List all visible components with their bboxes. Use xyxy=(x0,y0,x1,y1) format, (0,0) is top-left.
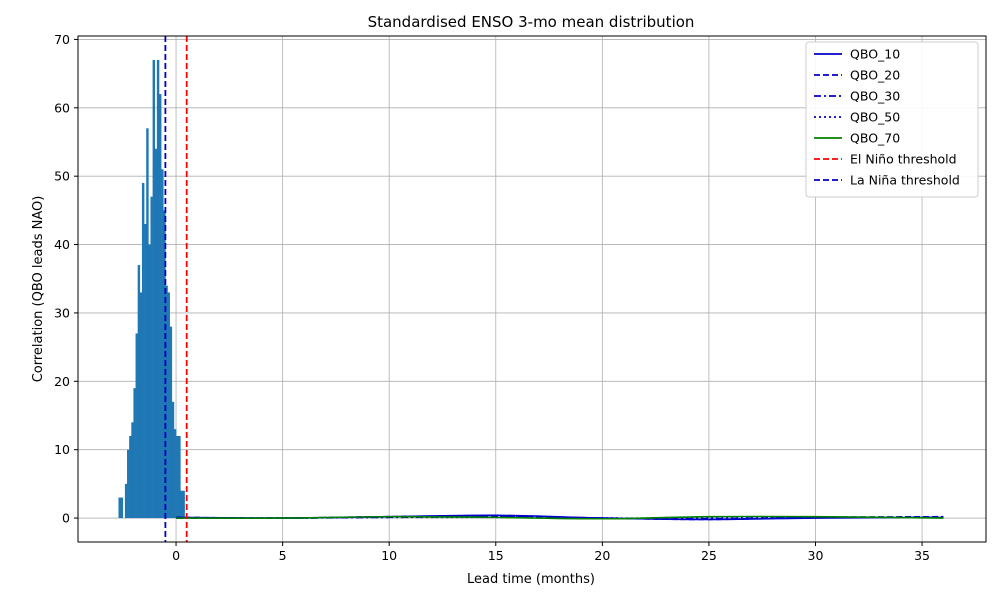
histogram-bar xyxy=(141,183,145,519)
histogram-bar xyxy=(131,422,134,519)
legend-label: QBO_50 xyxy=(850,110,900,125)
y-tick-label: 70 xyxy=(54,32,70,47)
x-tick-label: 0 xyxy=(172,548,180,563)
threshold-lines xyxy=(164,36,188,542)
y-tick-label: 10 xyxy=(54,442,70,457)
histogram-bar xyxy=(148,244,151,519)
histogram-bar xyxy=(118,497,121,519)
histogram-bar xyxy=(120,497,124,519)
x-axis-label: Lead time (months) xyxy=(467,572,595,587)
legend-label: QBO_30 xyxy=(850,89,900,104)
y-tick-label: 30 xyxy=(54,305,70,320)
histogram-bar xyxy=(161,169,164,519)
histogram-bar xyxy=(167,292,170,519)
legend-label: QBO_10 xyxy=(850,47,900,62)
y-tick-label: 20 xyxy=(54,374,70,389)
x-tick-label: 10 xyxy=(381,548,397,563)
histogram-bar xyxy=(154,148,158,519)
series-line-qbo-70 xyxy=(176,515,944,520)
histogram-bar xyxy=(180,490,183,519)
chart-title: Standardised ENSO 3-mo mean distribution xyxy=(368,13,695,31)
histogram-bar xyxy=(156,59,160,519)
x-tick-label: 20 xyxy=(594,548,610,563)
x-tick-label: 35 xyxy=(914,548,930,563)
histogram-bar xyxy=(165,285,168,519)
histogram-bar xyxy=(144,224,147,519)
x-axis-ticks: 0 5 10 15 20 25 30 35 xyxy=(172,542,930,563)
plot-frame xyxy=(77,35,987,543)
histogram-bar xyxy=(171,401,175,519)
histogram-bar xyxy=(152,59,156,519)
histogram-bar xyxy=(163,210,166,519)
y-axis-label: Correlation (QBO leads NAO) xyxy=(31,196,46,383)
y-tick-label: 40 xyxy=(54,237,70,252)
x-tick-label: 15 xyxy=(488,548,504,563)
histogram-bar xyxy=(169,326,173,519)
histogram-bar xyxy=(124,483,128,519)
legend-label: QBO_70 xyxy=(850,131,900,146)
legend-box xyxy=(805,41,979,198)
histogram-bar xyxy=(150,196,153,519)
histogram-bar xyxy=(129,436,132,519)
histogram-bar xyxy=(127,449,130,519)
histogram-bar xyxy=(173,429,177,519)
histogram-bar xyxy=(158,94,162,519)
legend: QBO_10 QBO_20 QBO_30 QBO_50 QBO_70 El Niño th… xyxy=(805,41,979,198)
histogram-bar xyxy=(182,490,185,519)
y-tick-label: 50 xyxy=(54,169,70,184)
x-tick-label: 25 xyxy=(701,548,717,563)
legend-label: QBO_20 xyxy=(850,68,900,83)
histogram-bar xyxy=(137,265,141,519)
histogram-bar xyxy=(146,128,149,519)
histogram-bars xyxy=(118,59,185,519)
y-tick-label: 0 xyxy=(62,511,70,526)
histogram-bar xyxy=(176,436,179,519)
histogram-bar xyxy=(139,292,143,519)
x-tick-label: 5 xyxy=(279,548,287,563)
histogram-bar xyxy=(135,333,138,519)
x-tick-label: 30 xyxy=(808,548,824,563)
histogram-bar xyxy=(178,436,181,519)
y-axis-ticks: 0 10 20 30 40 50 60 70 xyxy=(54,32,78,526)
series-lines xyxy=(176,514,944,521)
histogram-bar xyxy=(133,388,136,519)
legend-label: La Niña threshold xyxy=(850,173,960,188)
y-tick-label: 60 xyxy=(54,100,70,115)
legend-label: El Niño threshold xyxy=(850,152,957,167)
